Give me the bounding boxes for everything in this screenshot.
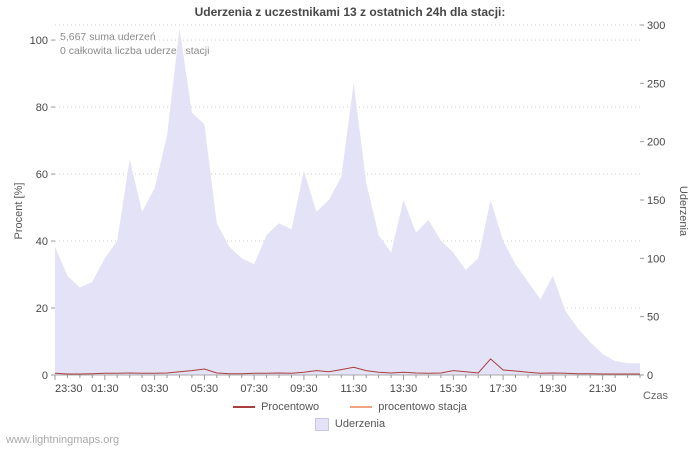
x-tick-label: 05:30 [191,383,219,395]
legend-item-procentowo: Procentowo [233,399,319,416]
left-tick-label: 60 [36,169,48,181]
left-tick-label: 20 [36,303,48,315]
left-tick-label: 80 [36,102,48,114]
right-tick-label: 0 [647,370,653,382]
right-tick-label: 100 [647,253,665,265]
procentowo-stacja-line-swatch [350,406,373,409]
chart-title: Uderzenia z uczestnikami 13 z ostatnich … [194,5,506,19]
watermark: www.lightningmaps.org [6,434,120,446]
right-tick-label: 250 [647,78,665,90]
left-tick-label: 100 [30,35,48,47]
legend-label: procentowo stacja [378,401,467,413]
chart-legend: Procentowo procentowo stacja Uderzenia [0,399,700,433]
x-tick-label: 15:30 [440,383,468,395]
right-tick-label: 300 [647,20,665,32]
left-tick-label: 40 [36,236,48,248]
legend-item-procentowo-stacja: procentowo stacja [350,399,467,416]
x-tick-label: 11:30 [340,383,367,395]
legend-label: Uderzenia [334,418,386,430]
x-tick-label: 19:30 [539,383,567,395]
x-tick-label: 09:30 [290,383,318,395]
x-tick-label: 17:30 [489,383,517,395]
x-tick-label: 21:30 [589,383,617,395]
line-series [54,358,640,375]
legend-item-uderzenia: Uderzenia [314,416,386,433]
x-tick-label: 23:30 [55,383,83,395]
x-tick-label: 03:30 [141,383,169,395]
x-tick-label: 13:30 [390,383,418,395]
station-strikes-annotation: 0 całkowita liczba uderzeń stacji [60,45,210,57]
right-tick-label: 200 [647,137,665,149]
left-tick-label: 0 [42,370,48,382]
x-tick-label: 01:30 [91,383,119,395]
legend-label: Procentowo [261,401,320,413]
procentowo-line-swatch [233,406,256,409]
x-tick-label: 07:30 [240,383,268,395]
right-tick-label: 150 [647,195,665,207]
x-axis-label: Czas [642,390,668,402]
right-tick-label: 50 [647,312,659,324]
area-series [55,28,640,375]
uderzenia-area-swatch [314,417,329,431]
